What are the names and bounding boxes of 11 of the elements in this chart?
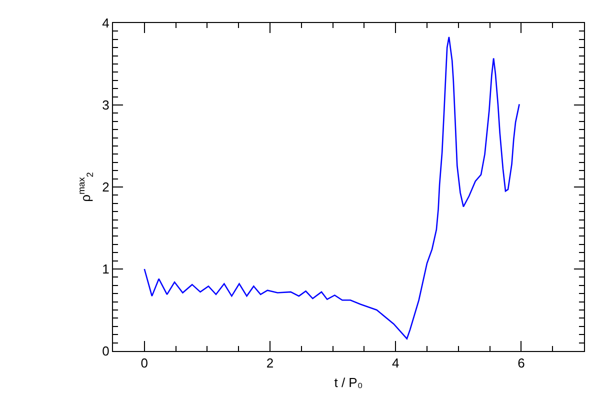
x-tick-label: 6 <box>518 356 525 371</box>
y-tick-label: 4 <box>102 16 110 31</box>
x-tick-label: 2 <box>266 356 274 371</box>
x-axis-title: t / P₀ <box>334 375 363 390</box>
line-series <box>144 36 520 340</box>
y-tick-label: 1 <box>102 262 110 277</box>
x-tick-label: 4 <box>392 356 400 371</box>
y-tick-label: 3 <box>102 98 110 113</box>
y-tick-label: 2 <box>102 180 110 195</box>
y-tick-label: 0 <box>102 344 110 359</box>
x-tick-label: 0 <box>140 356 148 371</box>
